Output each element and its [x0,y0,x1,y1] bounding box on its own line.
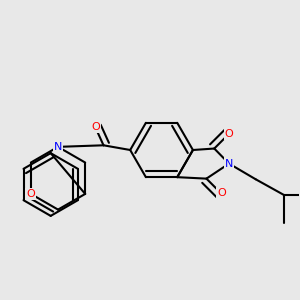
Text: O: O [217,188,226,199]
Text: O: O [91,122,100,132]
Text: N: N [225,159,233,169]
Text: O: O [26,189,35,199]
Text: O: O [225,129,233,139]
Text: N: N [54,142,62,152]
